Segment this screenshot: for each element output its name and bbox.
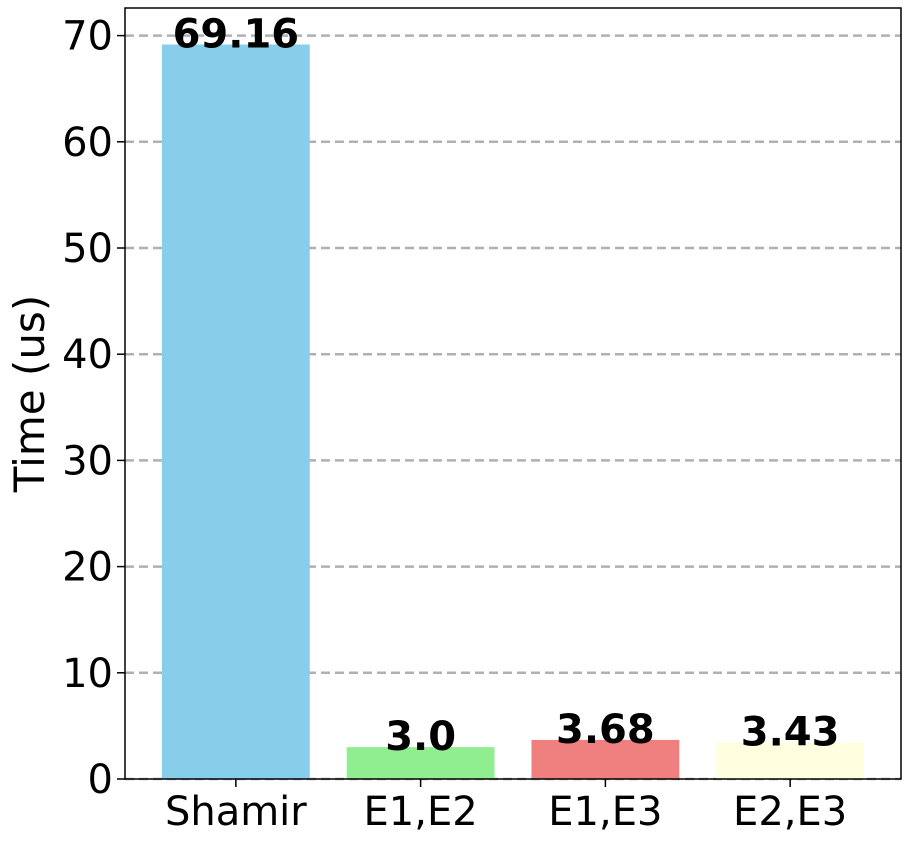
x-tick-label-1: E1,E2: [364, 789, 478, 835]
y-tick-label-6: 60: [62, 120, 113, 166]
bars: [161, 44, 865, 780]
data-label-2: 3.68: [556, 707, 655, 753]
x-tick-label-0: Shamir: [165, 789, 307, 835]
y-tick-label-4: 40: [62, 332, 113, 378]
x-tick-label-3: E2,E3: [733, 789, 847, 835]
y-tick-label-5: 50: [62, 226, 113, 272]
x-axis-ticks: Shamir E1,E2 E1,E3 E2,E3: [165, 779, 847, 835]
data-label-3: 3.43: [741, 710, 840, 756]
y-axis-title: Time (us): [5, 295, 54, 493]
plot-frame: [124, 7, 902, 780]
y-tick-label-2: 20: [62, 545, 113, 591]
data-labels: 69.16 3.0 3.68 3.43: [173, 12, 840, 761]
bar-1: [346, 747, 495, 779]
y-tick-label-1: 10: [62, 651, 113, 697]
y-axis-ticks: 0 10 20 30 40 50 60 70: [62, 14, 125, 803]
data-label-1: 3.0: [385, 714, 456, 760]
y-tick-label-3: 30: [62, 438, 113, 484]
x-tick-label-2: E1,E3: [548, 789, 662, 835]
bar-0: [161, 44, 310, 780]
bar-2: [531, 739, 680, 779]
y-tick-label-7: 70: [62, 14, 113, 60]
bar-3: [716, 742, 865, 779]
data-label-0: 69.16: [173, 12, 300, 58]
y-tick-label-0: 0: [88, 757, 113, 803]
